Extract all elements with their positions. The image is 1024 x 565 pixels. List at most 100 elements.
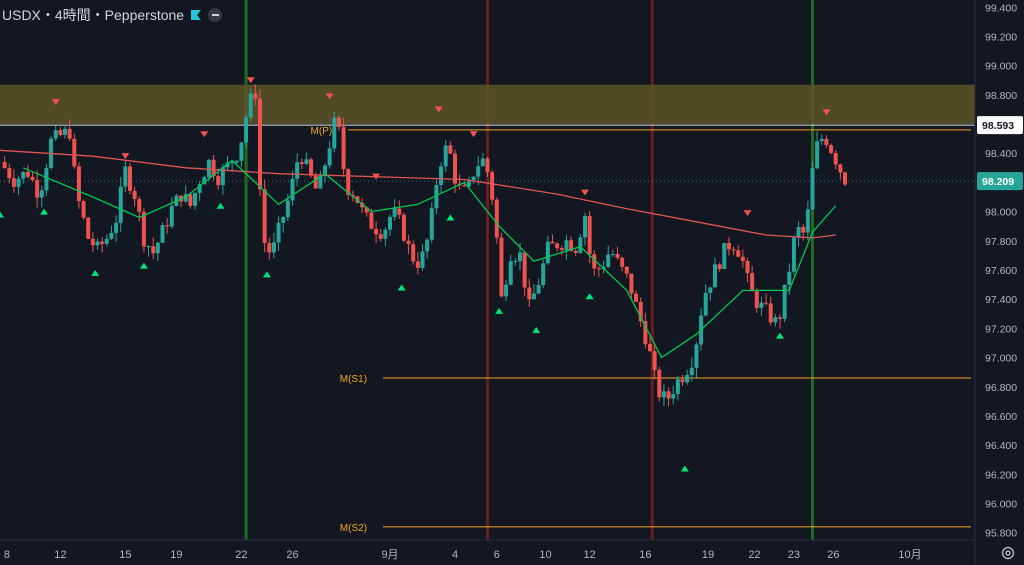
- candle-body: [388, 216, 392, 230]
- minus-icon[interactable]: [208, 8, 223, 22]
- buy-signal-1: [40, 208, 49, 215]
- candle-body: [434, 184, 439, 209]
- candle-body: [648, 344, 652, 352]
- candle-body: [536, 285, 541, 294]
- candle-body: [587, 216, 592, 255]
- candle-body: [661, 391, 666, 398]
- resistance-zone: [0, 84, 975, 125]
- candle-body: [819, 138, 824, 142]
- moving-averages: [0, 149, 837, 359]
- symbol-title[interactable]: USDX・4時間・Pepperstone: [2, 7, 185, 23]
- candle-body: [285, 200, 290, 218]
- candle-body: [805, 209, 810, 233]
- candle-body: [643, 321, 648, 345]
- candle-127: [592, 250, 597, 277]
- candle-49: [230, 161, 235, 172]
- signal-markers: [0, 77, 831, 472]
- candle-106: [494, 197, 499, 244]
- candle-body: [76, 166, 81, 202]
- candle-133: [620, 256, 625, 272]
- candle-body: [346, 169, 351, 195]
- candle-6: [30, 171, 35, 182]
- candle-body: [234, 160, 239, 163]
- price-tick-label: 96.000: [985, 499, 1017, 511]
- buy-signal-4: [216, 202, 225, 209]
- candle-body: [44, 168, 49, 191]
- candle-146: [680, 374, 685, 387]
- candle-body: [114, 222, 119, 234]
- candle-161: [750, 265, 755, 292]
- flag-icon[interactable]: [190, 9, 202, 21]
- candle-body: [606, 254, 611, 267]
- time-axis[interactable]: 8 12 15 19 22 26 9月 4 6 10 12 16 19 22 23 26 10月: [0, 539, 975, 561]
- candle-155: [722, 242, 727, 270]
- candle-113: [527, 278, 532, 307]
- candle-172: [801, 224, 806, 241]
- candle-body: [72, 138, 77, 167]
- time-tick-label: 10月: [898, 549, 921, 561]
- candle-body: [453, 153, 457, 184]
- price-axis[interactable]: 95.800 96.000 96.200 96.400 96.600 96.800 97.0…: [974, 0, 1024, 565]
- candle-97: [453, 149, 457, 194]
- candle-117: [545, 235, 550, 265]
- candle-body: [796, 227, 801, 238]
- candle-body: [183, 194, 188, 202]
- candle-body: [680, 379, 685, 383]
- candle-body: [63, 128, 67, 135]
- time-tick-label: 12: [584, 549, 596, 561]
- candle-41: [193, 192, 197, 210]
- candle-body: [685, 374, 690, 383]
- candle-112: [522, 252, 527, 297]
- candle-body: [759, 302, 764, 308]
- candle-body: [239, 142, 244, 161]
- candle-body: [193, 192, 197, 206]
- candle-body: [244, 117, 249, 143]
- candle-body: [652, 351, 657, 370]
- candle-body: [764, 302, 769, 304]
- candle-body: [545, 241, 550, 264]
- resistance-zone-rect: [0, 84, 975, 125]
- candle-body: [824, 138, 829, 146]
- candle-body: [634, 293, 639, 302]
- candle-body: [16, 178, 21, 187]
- candle-body: [378, 234, 383, 239]
- candle-body: [53, 130, 58, 139]
- candle-158: [736, 245, 741, 258]
- candle-body: [703, 292, 708, 316]
- candle-24: [114, 215, 119, 242]
- candle-body: [397, 208, 402, 215]
- candle-13: [63, 125, 67, 139]
- time-tick-label: 4: [452, 549, 458, 561]
- price-tick-label: 99.400: [985, 2, 1017, 14]
- pivot-label-1: M(S1): [340, 374, 367, 385]
- candle-body: [518, 252, 522, 262]
- candle-body: [425, 239, 430, 252]
- candle-body: [39, 190, 44, 198]
- candle-body: [304, 159, 309, 165]
- candle-body: [736, 250, 741, 257]
- candle-body: [722, 243, 727, 269]
- candle-115: [536, 278, 541, 295]
- buy-signal-7: [446, 214, 455, 221]
- candle-145: [675, 375, 680, 401]
- candle-body: [731, 249, 736, 251]
- settings-gear-icon[interactable]: [1000, 545, 1016, 561]
- candle-137: [638, 297, 643, 327]
- candle-body: [745, 260, 750, 274]
- candle-body: [58, 130, 63, 135]
- candle-body: [336, 117, 341, 128]
- candle-body: [25, 171, 30, 177]
- candle-9: [44, 163, 49, 196]
- candle-31: [146, 245, 151, 257]
- candle-body: [90, 238, 95, 246]
- sell-signal-6: [434, 106, 443, 113]
- candle-body: [151, 246, 156, 254]
- candle-173: [805, 200, 810, 241]
- price-tick-label: 97.600: [985, 265, 1017, 277]
- moving-average-slow: [0, 149, 836, 239]
- candle-body: [11, 178, 16, 187]
- candle-body: [216, 176, 221, 186]
- candle-83: [388, 214, 392, 237]
- candle-body: [541, 263, 546, 286]
